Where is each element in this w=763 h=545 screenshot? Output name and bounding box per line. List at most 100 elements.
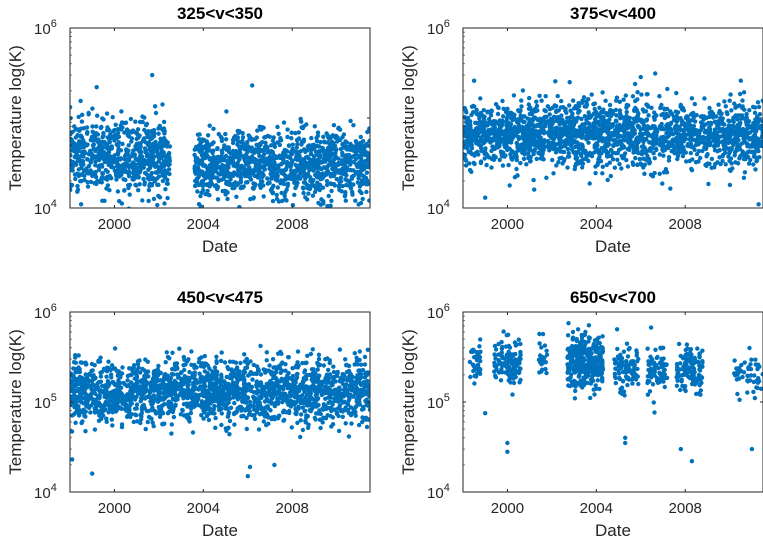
data-point: [72, 124, 77, 129]
data-point: [139, 154, 145, 159]
data-point: [101, 117, 106, 122]
data-point: [79, 178, 84, 184]
data-point: [552, 143, 557, 149]
data-point: [665, 130, 670, 135]
data-point: [731, 115, 736, 121]
data-point: [474, 111, 479, 117]
data-point: [657, 171, 662, 176]
data-point: [109, 164, 114, 170]
data-point: [199, 148, 204, 154]
data-point: [567, 103, 572, 108]
data-point: [559, 113, 564, 118]
data-point: [639, 151, 645, 157]
data-point: [169, 422, 174, 427]
data-point: [596, 131, 601, 136]
data-point: [745, 154, 751, 160]
data-point: [141, 165, 146, 170]
data-point: [84, 166, 89, 171]
data-point: [292, 192, 297, 198]
data-point: [600, 164, 605, 169]
data-point: [111, 134, 116, 139]
data-point: [275, 178, 280, 183]
data-point: [249, 384, 255, 390]
data-point: [78, 145, 83, 150]
data-point: [116, 134, 122, 139]
data-point: [260, 140, 265, 145]
data-point: [692, 132, 697, 137]
data-point: [613, 118, 619, 123]
data-point: [653, 146, 659, 151]
data-point: [204, 139, 210, 145]
data-point: [72, 154, 78, 159]
data-point: [546, 131, 551, 137]
data-point: [233, 151, 238, 157]
data-point: [275, 185, 280, 190]
data-point: [296, 136, 302, 141]
data-point: [92, 427, 98, 432]
data-point: [705, 152, 710, 157]
data-point: [126, 143, 131, 148]
data-point: [306, 173, 311, 179]
data-point: [517, 144, 523, 149]
data-point: [315, 130, 321, 135]
data-point: [247, 148, 252, 153]
chart-title: 325<v<350: [177, 4, 263, 23]
data-point: [543, 109, 548, 114]
data-point: [314, 139, 320, 144]
data-point: [680, 153, 686, 159]
data-point: [637, 156, 642, 162]
data-point: [568, 115, 573, 120]
data-point: [247, 174, 253, 179]
data-point: [328, 181, 333, 186]
data-point: [554, 103, 559, 109]
data-point: [484, 136, 490, 141]
data-point: [100, 156, 106, 161]
data-point: [619, 153, 624, 159]
data-point: [325, 204, 330, 208]
data-point: [142, 161, 147, 167]
data-point: [644, 102, 649, 107]
data-point: [478, 96, 483, 101]
data-point: [551, 114, 557, 120]
data-point: [261, 125, 266, 130]
data-point: [164, 140, 169, 145]
data-point: [468, 149, 473, 154]
data-point: [729, 147, 734, 152]
data-point: [86, 110, 91, 116]
data-point: [312, 124, 317, 129]
data-point: [258, 343, 263, 349]
data-point: [332, 152, 338, 158]
data-point: [753, 105, 758, 110]
data-point: [347, 152, 352, 158]
data-point: [75, 133, 80, 138]
data-point: [691, 123, 697, 129]
data-point: [610, 124, 615, 129]
data-point: [750, 128, 755, 133]
data-point: [636, 150, 641, 156]
data-point: [315, 180, 320, 185]
data-point: [138, 370, 143, 375]
data-point: [128, 116, 134, 122]
data-point: [277, 142, 282, 148]
data-point: [537, 117, 543, 123]
data-point: [685, 117, 690, 122]
data-point: [539, 150, 544, 155]
data-point: [247, 388, 252, 393]
data-point: [75, 183, 80, 189]
data-point: [514, 157, 520, 163]
data-point: [582, 114, 588, 119]
data-point: [661, 170, 667, 175]
data-point: [492, 125, 498, 130]
data-point: [489, 130, 494, 135]
data-point: [570, 98, 576, 103]
data-point: [93, 375, 98, 381]
data-point: [82, 173, 87, 178]
data-point: [598, 159, 604, 164]
data-point: [265, 133, 270, 139]
data-point: [162, 168, 168, 173]
data-point: [169, 431, 174, 436]
data-point: [521, 149, 527, 154]
data-point: [90, 106, 95, 111]
data-point: [113, 158, 119, 163]
data-point: [110, 115, 115, 120]
